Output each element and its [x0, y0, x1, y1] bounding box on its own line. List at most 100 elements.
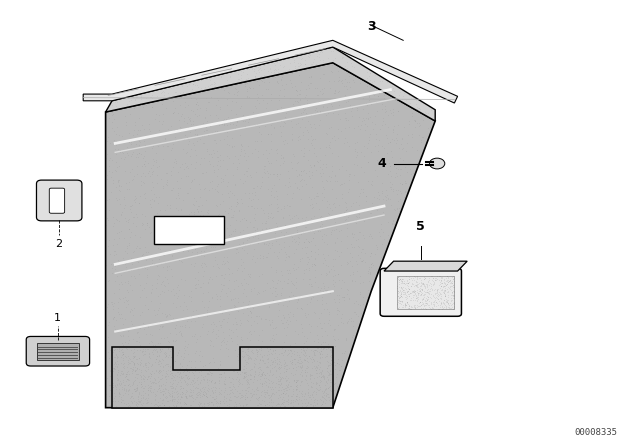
Point	[167, 404, 177, 411]
Point	[147, 91, 157, 99]
Point	[241, 377, 252, 384]
Point	[310, 192, 321, 199]
Point	[295, 363, 305, 370]
Point	[317, 223, 327, 230]
Point	[255, 112, 266, 119]
Point	[166, 171, 176, 178]
Point	[295, 60, 305, 67]
Point	[164, 263, 174, 270]
Point	[189, 262, 199, 269]
Point	[281, 250, 291, 258]
Point	[301, 100, 312, 107]
Point	[255, 356, 266, 363]
Point	[110, 392, 120, 400]
Point	[317, 259, 328, 267]
Point	[123, 399, 133, 406]
Point	[279, 362, 289, 370]
Point	[267, 335, 277, 342]
Point	[194, 112, 204, 119]
Point	[287, 237, 297, 245]
Point	[439, 287, 449, 294]
Point	[238, 298, 248, 305]
Point	[204, 297, 214, 305]
Point	[224, 277, 234, 284]
Point	[124, 387, 134, 394]
Point	[242, 250, 252, 257]
Point	[333, 152, 343, 159]
Point	[284, 267, 294, 274]
Point	[332, 134, 342, 142]
Point	[333, 321, 344, 328]
Point	[136, 177, 146, 184]
Point	[237, 386, 247, 393]
Point	[113, 308, 124, 315]
Point	[201, 197, 211, 204]
Point	[242, 404, 252, 411]
Point	[203, 387, 213, 394]
Point	[110, 146, 120, 153]
Point	[293, 400, 303, 407]
Point	[291, 356, 301, 363]
Point	[214, 228, 224, 235]
Point	[276, 74, 287, 81]
Point	[403, 305, 413, 312]
Point	[271, 389, 282, 396]
Point	[300, 357, 310, 364]
Point	[355, 254, 365, 261]
Point	[108, 315, 118, 323]
Point	[137, 349, 147, 356]
Point	[135, 371, 145, 379]
Point	[425, 124, 435, 131]
Point	[439, 276, 449, 283]
Point	[312, 190, 323, 197]
Point	[311, 166, 321, 173]
Point	[149, 401, 159, 409]
Point	[282, 302, 292, 309]
Point	[131, 370, 141, 378]
Point	[323, 372, 333, 379]
Point	[326, 349, 336, 356]
Point	[170, 82, 180, 89]
Text: 2: 2	[55, 239, 63, 249]
Point	[226, 334, 236, 341]
Point	[250, 361, 260, 368]
Point	[292, 377, 303, 384]
Point	[367, 177, 378, 185]
Point	[447, 280, 458, 287]
Point	[276, 267, 286, 275]
Point	[207, 354, 218, 362]
Point	[205, 160, 216, 168]
Point	[121, 217, 131, 224]
Point	[321, 345, 331, 352]
Point	[116, 345, 127, 353]
Point	[423, 109, 433, 116]
Point	[303, 118, 313, 125]
Point	[120, 104, 131, 111]
Point	[301, 86, 311, 93]
Point	[156, 287, 166, 294]
Point	[357, 257, 367, 264]
Point	[344, 250, 355, 257]
Point	[138, 309, 148, 316]
Point	[163, 388, 173, 395]
Point	[305, 375, 315, 382]
Point	[283, 391, 293, 398]
Point	[174, 374, 184, 381]
Point	[154, 111, 164, 118]
Point	[286, 347, 296, 354]
Point	[221, 340, 231, 347]
Point	[196, 236, 206, 243]
Point	[395, 187, 405, 194]
Point	[198, 140, 208, 147]
Point	[324, 383, 334, 390]
Point	[166, 287, 177, 294]
Point	[109, 314, 119, 321]
Point	[298, 228, 308, 235]
Point	[227, 386, 237, 393]
Point	[252, 204, 262, 211]
Point	[383, 232, 393, 239]
Point	[300, 223, 310, 230]
Point	[273, 387, 284, 394]
Point	[159, 349, 169, 357]
Point	[102, 172, 112, 179]
